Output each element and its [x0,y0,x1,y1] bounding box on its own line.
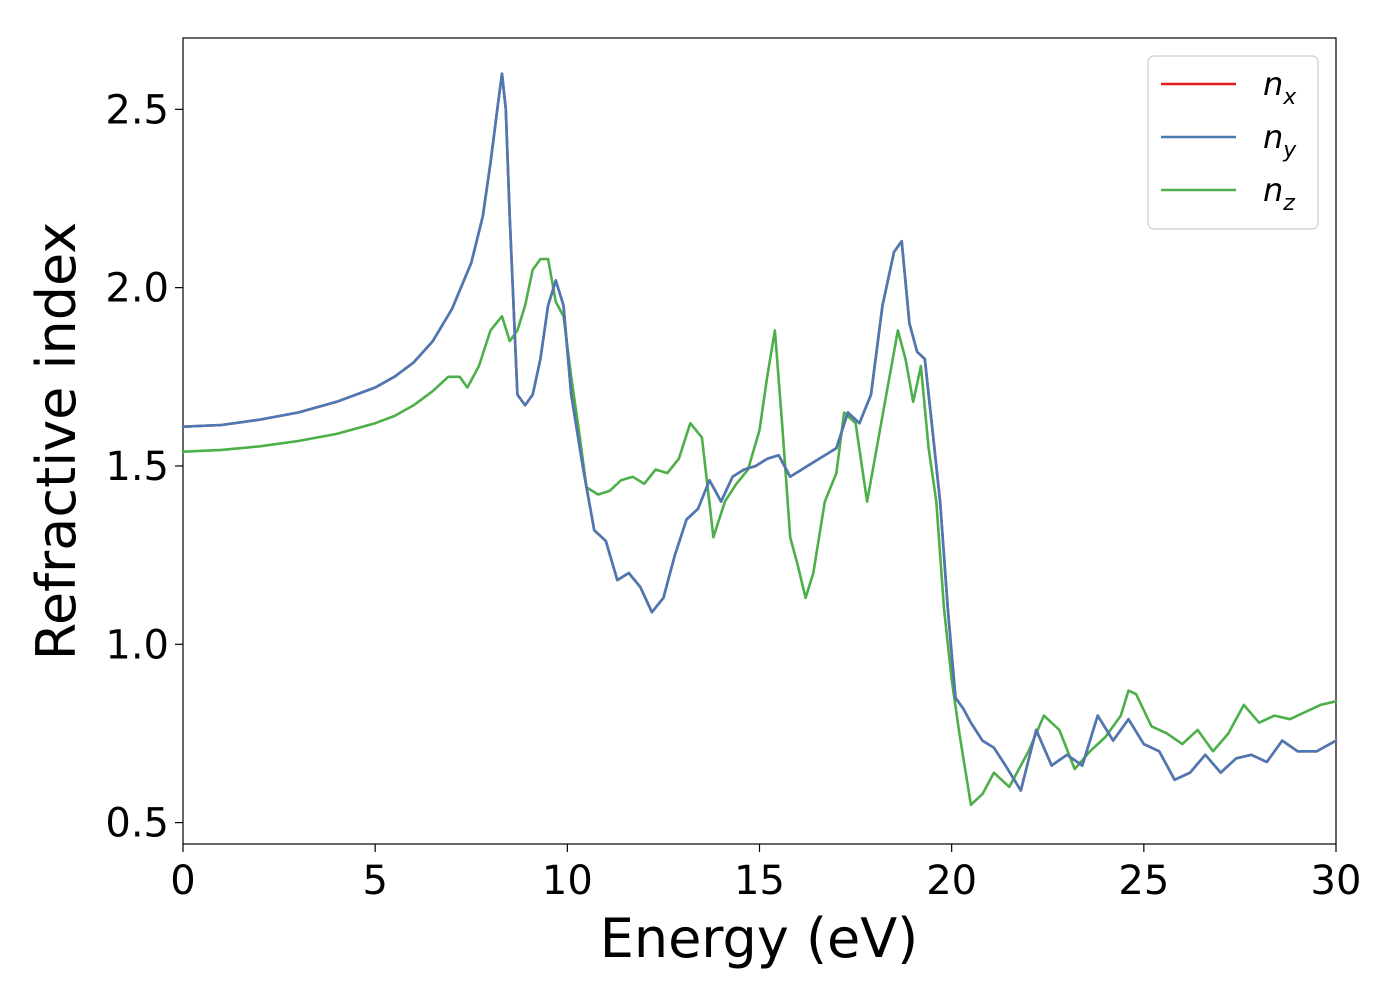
x-tick-label: 30 [1311,858,1362,904]
x-axis-label: Energy (eV) [600,907,919,970]
x-tick-label: 5 [362,858,387,904]
series-line-nz [181,257,1338,807]
x-tick-label: 25 [1118,858,1169,904]
series-lines [181,72,1338,807]
x-tick-label: 15 [734,858,785,904]
legend-label-ny: ny [1263,118,1297,163]
legend-label-nx: nx [1263,65,1297,110]
y-axis: 0.5 1.0 1.5 2.0 2.5 [105,87,183,847]
y-tick-label: 1.0 [105,622,169,668]
x-tick-label: 10 [542,858,593,904]
series-line-ny [181,72,1338,792]
x-axis: 0 5 10 15 20 25 30 [170,844,1361,904]
y-axis-label: Refractive index [25,222,88,661]
y-tick-label: 0.5 [105,801,169,847]
y-tick-label: 2.0 [105,266,169,312]
x-tick-label: 0 [170,858,195,904]
y-tick-label: 1.5 [105,444,169,490]
legend: nx ny nz [1147,55,1319,230]
x-tick-label: 20 [926,858,977,904]
legend-box [1147,55,1319,230]
y-tick-label: 2.5 [105,87,169,133]
legend-label-nz: nz [1263,171,1295,216]
